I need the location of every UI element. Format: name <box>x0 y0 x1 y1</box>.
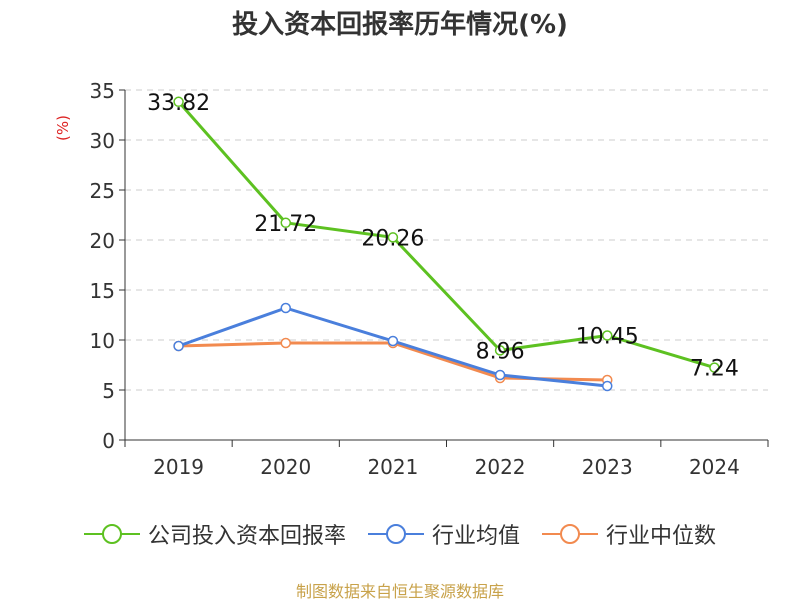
data-label: 7.24 <box>690 357 739 382</box>
data-point <box>387 335 399 347</box>
x-tick-label: 2019 <box>153 455 204 479</box>
data-label: 8.96 <box>476 339 525 364</box>
series-line <box>177 100 715 370</box>
legend-swatch-icon <box>542 524 598 544</box>
y-tick-label: 5 <box>102 379 115 403</box>
data-point <box>709 362 720 373</box>
legend-label: 行业中位数 <box>606 524 717 549</box>
data-point <box>387 232 399 243</box>
source-note: 制图数据来自恒生聚源数据库 <box>295 582 504 601</box>
legend-swatch-icon <box>83 524 140 544</box>
y-tick-label: 35 <box>90 79 115 103</box>
y-tick-label: 15 <box>90 279 115 303</box>
legend: 公司投入资本回报率 行业均值 行业中位数 <box>0 518 800 550</box>
data-point <box>602 330 613 341</box>
x-tick-label: 2023 <box>582 455 633 479</box>
data-point <box>173 340 184 352</box>
data-label: 20.26 <box>361 226 424 251</box>
legend-swatch-icon <box>367 524 424 544</box>
data-point <box>173 96 184 108</box>
x-tick-label: 2022 <box>475 455 526 479</box>
data-label: 10.45 <box>576 325 639 350</box>
legend-item-industry-median[interactable]: 行业中位数 <box>542 518 716 550</box>
y-tick-label: 0 <box>102 429 115 453</box>
legend-label: 行业均值 <box>431 524 520 549</box>
data-point <box>280 337 291 349</box>
chart-title: 投入资本回报率历年情况(%) <box>232 10 568 40</box>
data-label: 21.72 <box>254 212 317 237</box>
data-point <box>602 380 613 392</box>
data-point <box>280 302 291 314</box>
y-tick-label: 30 <box>90 129 115 153</box>
legend-label: 公司投入资本回报率 <box>147 524 346 549</box>
y-tick-label: 25 <box>90 179 115 203</box>
legend-item-company[interactable]: 公司投入资本回报率 <box>83 518 346 550</box>
data-point <box>494 345 506 356</box>
data-label: 33.82 <box>147 91 210 116</box>
legend-item-industry-mean[interactable]: 行业均值 <box>367 518 520 550</box>
series-line <box>178 341 608 382</box>
data-point <box>494 369 506 381</box>
x-tick-label: 2021 <box>367 455 418 479</box>
y-tick-label: 10 <box>90 329 115 353</box>
y-axis-label: (%) <box>54 115 72 141</box>
x-tick-label: 2020 <box>260 455 311 479</box>
data-point <box>280 217 291 229</box>
x-tick-label: 2024 <box>689 455 740 479</box>
y-tick-label: 20 <box>90 229 115 253</box>
